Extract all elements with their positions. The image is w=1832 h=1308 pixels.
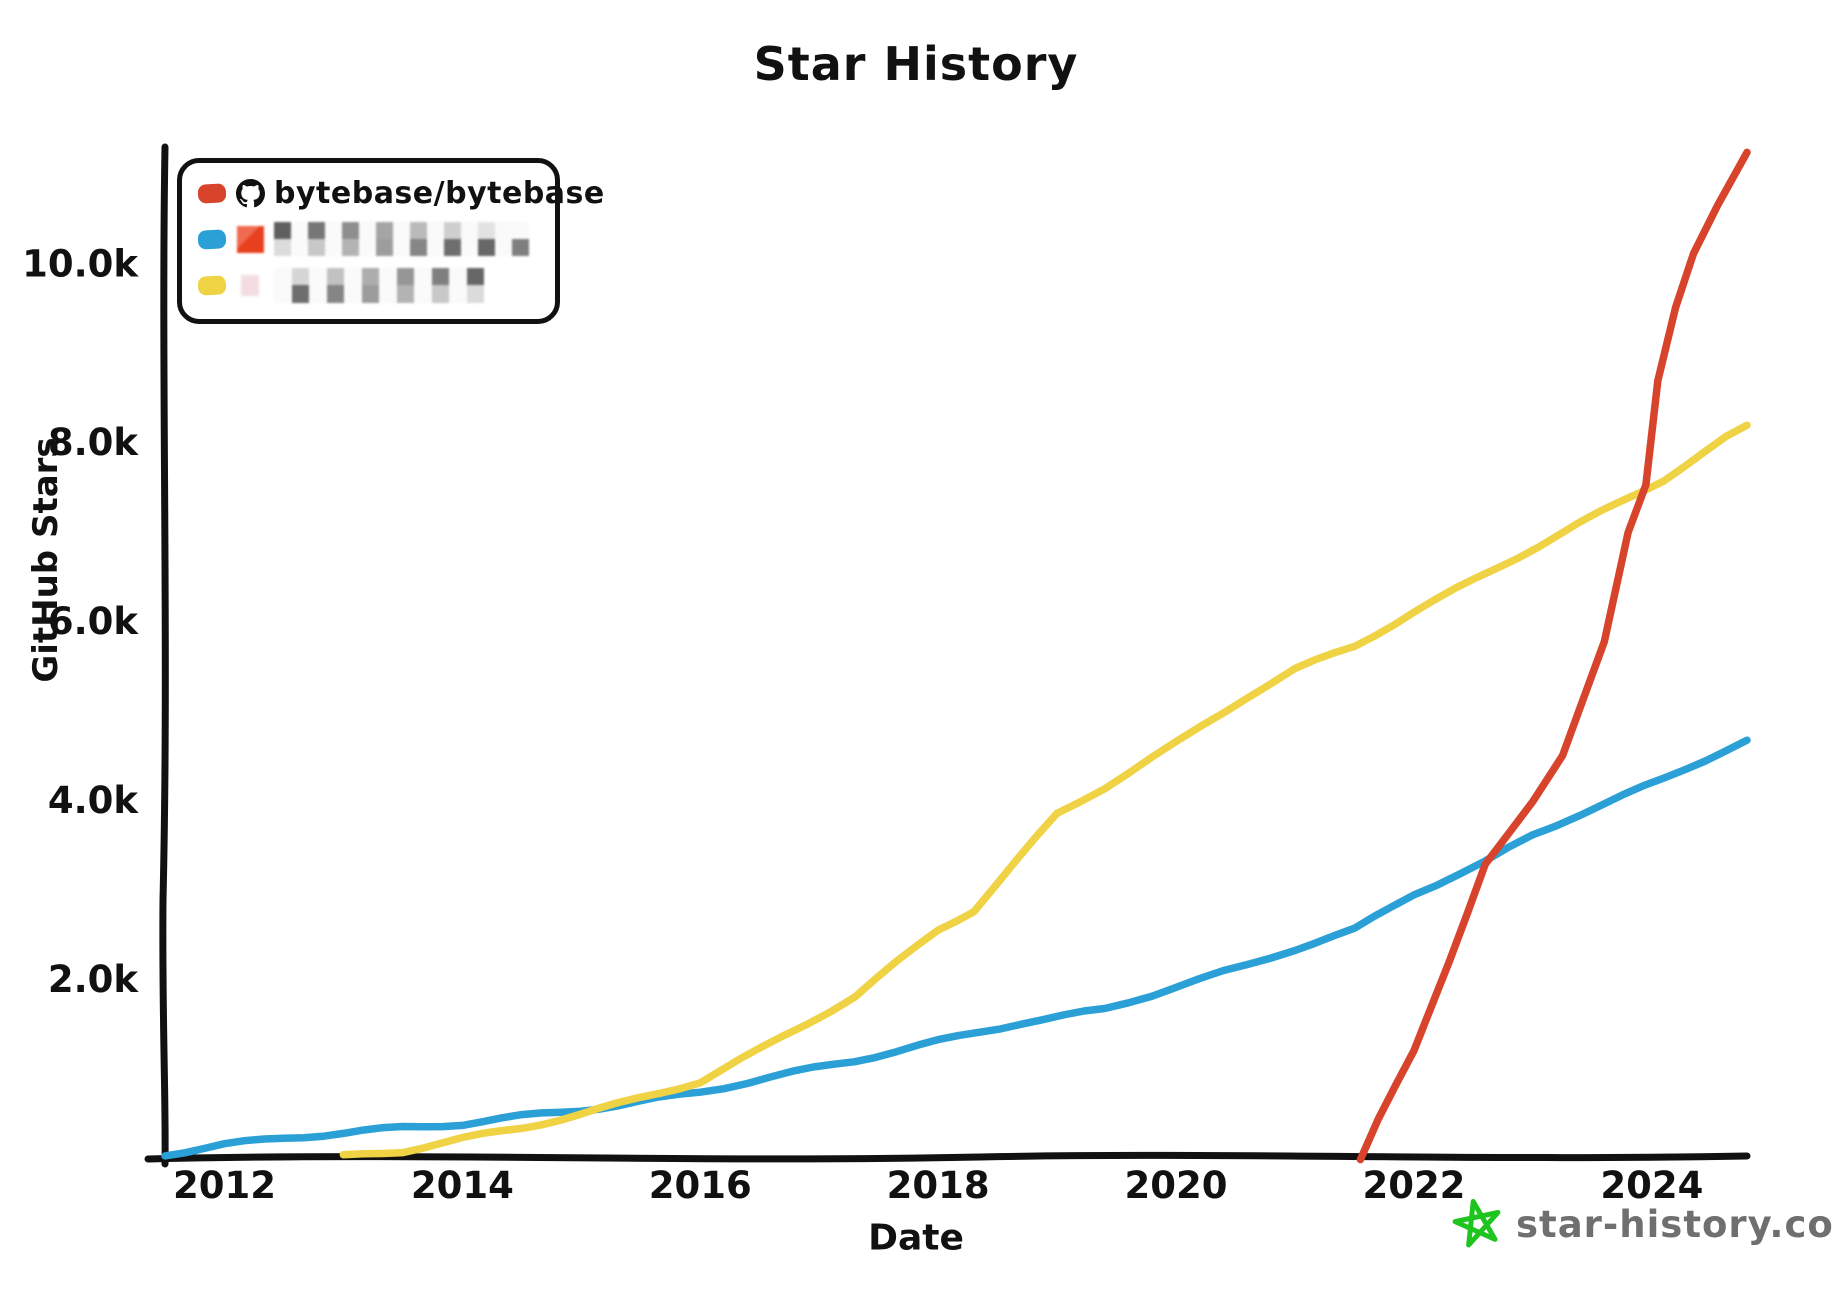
series-line-bytebase [1356, 148, 1751, 1164]
series-lines [161, 148, 1751, 1164]
x-tick-label: 2018 [887, 1164, 990, 1207]
y-tick-label: 2.0k [48, 958, 140, 1001]
x-tick-label: 2024 [1600, 1164, 1703, 1207]
blurred-repo-name [274, 267, 484, 303]
blurred-pink-avatar [235, 270, 265, 300]
series-line-blurred [161, 736, 1751, 1160]
green-star-icon [1452, 1199, 1501, 1248]
blurred-repo-name [274, 222, 529, 256]
legend-swatch-blue [197, 228, 227, 250]
x-tick-labels: 2012 2014 2016 2018 2020 2022 2024 [173, 1164, 1703, 1207]
legend: bytebase/bytebase [177, 158, 604, 324]
blurred-red-avatar [235, 224, 265, 254]
x-tick-label: 2020 [1125, 1164, 1228, 1207]
x-axis-line [144, 1151, 1751, 1163]
y-tick-label: 10.0k [22, 242, 139, 285]
x-tick-label: 2022 [1362, 1164, 1465, 1207]
y-tick-labels: 2.0k 4.0k 6.0k 8.0k 10.0k [22, 242, 139, 1001]
legend-label-bytebase: bytebase/bytebase [274, 175, 605, 211]
legend-row-blurred-blue [197, 219, 541, 259]
y-tick-label: 8.0k [48, 421, 140, 464]
legend-row-bytebase: bytebase/bytebase [197, 173, 604, 213]
y-axis-line [159, 143, 169, 1168]
x-tick-label: 2014 [411, 1164, 514, 1207]
y-tick-label: 4.0k [48, 779, 140, 822]
github-octocat-icon [235, 178, 265, 208]
x-axis-label: Date [868, 1217, 964, 1259]
chart-title: Star History [753, 37, 1079, 91]
footer-site-text: star-history.com [1516, 1202, 1832, 1246]
y-tick-label: 6.0k [48, 600, 140, 643]
x-tick-label: 2012 [173, 1164, 276, 1207]
series-line-blurred [339, 421, 1751, 1159]
footer-link[interactable]: star-history.com [1452, 1196, 1832, 1252]
legend-swatch-yellow [197, 274, 227, 296]
legend-row-blurred-yellow [197, 265, 541, 305]
legend-swatch-red [197, 182, 227, 204]
x-tick-label: 2016 [649, 1164, 752, 1207]
